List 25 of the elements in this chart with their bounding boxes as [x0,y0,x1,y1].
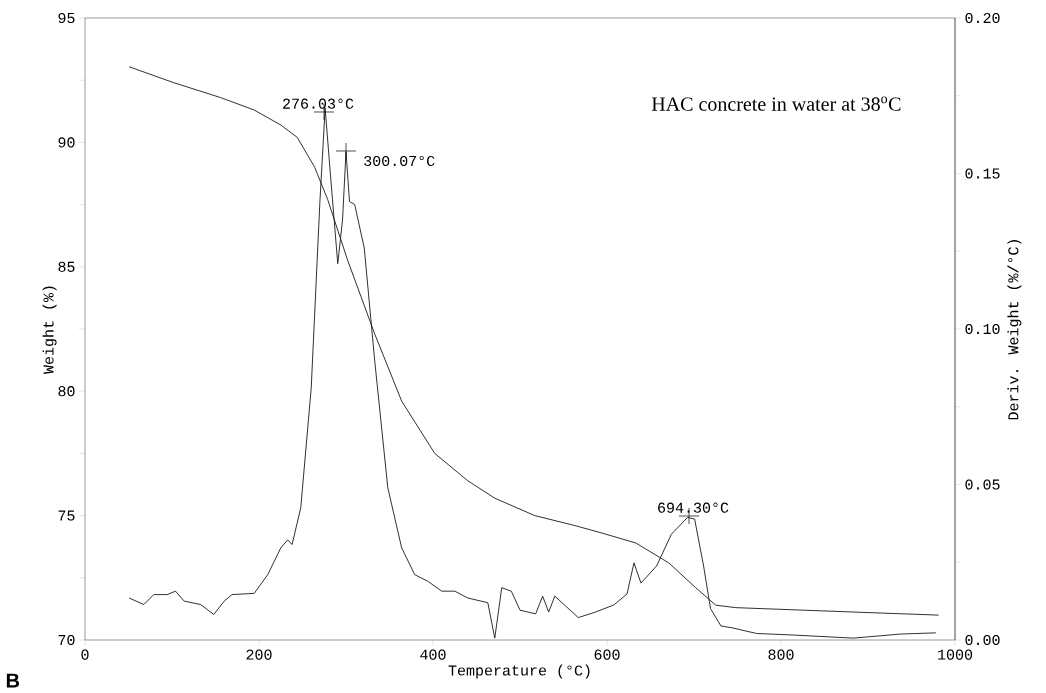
y2-tick-label: 0.10 [965,323,1000,335]
y-axis-title: Weight (%) [42,286,57,374]
y2-tick-label: 0.20 [965,12,1000,24]
x-tick-label: 0 [81,649,89,660]
y-tick-label: 90 [58,137,75,148]
annotation: 276.03°C [283,98,354,109]
annotation: 694.30°C [658,502,729,513]
annotation: 300.07°C [364,155,435,167]
x-tick-label: 200 [246,649,272,660]
y2-tick-label: 0.15 [965,168,1000,179]
y-tick-label: 75 [58,510,75,521]
y-tick-label: 95 [58,12,75,24]
x-tick-label: 800 [768,649,794,660]
y2-tick-label: 0.05 [965,479,1000,490]
y2-tick-label: 0.00 [965,634,1000,646]
y-tick-label: 80 [58,386,75,397]
annotation: HAC concrete in water at 38$^{o}$C [651,96,901,111]
y2-axis-title: Deriv. Weight (%/°C) [1007,240,1022,420]
y-tick-label: 85 [58,261,75,272]
x-tick-label: 600 [594,649,620,660]
x-axis-title: Temperature (°C) [448,664,590,679]
x-tick-label: 400 [420,649,446,660]
x-tick-label: 1000 [938,649,973,660]
text: B [6,673,20,688]
y-tick-label: 70 [58,634,75,646]
